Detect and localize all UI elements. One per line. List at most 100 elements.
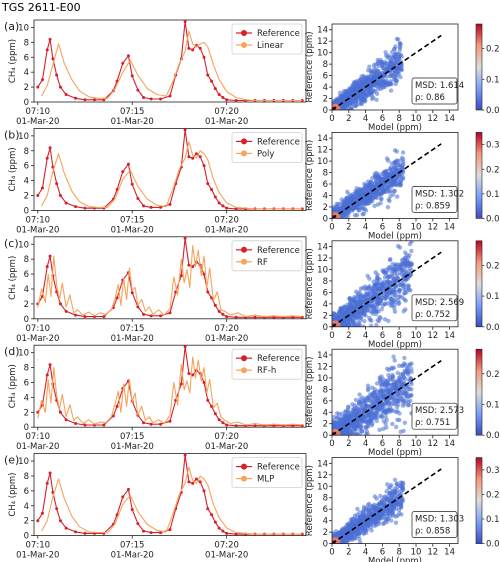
- y-tick-label: 2: [24, 517, 29, 527]
- series-point-reference: [48, 254, 52, 258]
- series-point-reference: [225, 206, 229, 210]
- series-point-reference: [136, 88, 140, 92]
- series-point-reference: [206, 73, 210, 77]
- scatter-point: [394, 36, 400, 42]
- series-point-reference: [225, 423, 229, 427]
- scatter-point: [374, 322, 379, 327]
- scatter-point: [344, 196, 349, 201]
- scatter-point: [363, 201, 368, 207]
- scatter-point: [347, 432, 353, 436]
- scatter-point: [403, 262, 408, 267]
- x-tick-time: 07:20: [214, 107, 239, 117]
- series-point-reference: [221, 421, 225, 425]
- scatter-point: [375, 274, 380, 279]
- scatter-point: [362, 318, 367, 324]
- scatter-point: [407, 253, 412, 258]
- scatter-point: [356, 417, 361, 423]
- scatter-point: [378, 297, 383, 302]
- series-point-reference: [210, 188, 214, 192]
- scatter-point: [369, 309, 375, 315]
- scatter-y-tick-label: 8: [323, 60, 328, 70]
- series-point-reference: [159, 97, 163, 101]
- scatter-x-tick-label: 14: [444, 114, 455, 124]
- scatter-y-tick-label: 8: [323, 385, 328, 395]
- y-axis-label: CH₄ (ppm): [8, 364, 18, 408]
- y-axis-label: CH₄ (ppm): [8, 256, 18, 300]
- scatter-point: [345, 427, 351, 432]
- legend-box: [231, 348, 303, 380]
- metrics-box: [411, 294, 458, 322]
- legend-marker: [241, 367, 247, 374]
- scatter-point: [396, 71, 402, 76]
- panel-letter: (e): [4, 454, 19, 467]
- scatter-point: [395, 370, 400, 376]
- y-tick-label: 8: [24, 364, 29, 374]
- scatter-point: [366, 68, 371, 73]
- scatter-point: [370, 385, 375, 390]
- x-tick-date: 01-Mar-20: [111, 442, 154, 452]
- scatter-point: [334, 207, 339, 213]
- scatter-y-axis-label: Reference (ppm): [305, 357, 315, 428]
- panel-letter: (a): [4, 20, 19, 33]
- series-point-reference: [55, 73, 59, 77]
- scatter-x-tick-label: 12: [427, 439, 438, 449]
- series-point-reference: [142, 96, 146, 100]
- scatter-point: [382, 317, 388, 322]
- x-tick-date: 01-Mar-20: [111, 117, 154, 127]
- scatter-y-tick-label: 4: [323, 191, 328, 201]
- scatter-y-tick-label: 6: [323, 72, 328, 82]
- scatter-y-tick-label: 0: [323, 106, 328, 116]
- scatter-point: [356, 411, 362, 416]
- series-point-reference: [48, 471, 52, 475]
- scatter-point: [385, 482, 390, 487]
- scatter-point: [394, 176, 399, 182]
- series-point-reference: [187, 46, 191, 50]
- series-point-reference: [234, 315, 238, 319]
- y-tick-label: 10: [18, 132, 29, 142]
- scatter-point: [367, 304, 373, 309]
- scatter-point: [400, 176, 405, 182]
- scatter-x-tick-label: 12: [427, 114, 438, 124]
- series-line-rf-h: [37, 356, 303, 426]
- scatter-x-tick-label: 4: [363, 114, 368, 124]
- x-tick-time: 07:15: [120, 541, 145, 551]
- y-tick-label: 0: [24, 532, 29, 542]
- series-point-reference: [191, 373, 195, 377]
- series-point-reference: [300, 532, 304, 536]
- scatter-point: [382, 279, 387, 284]
- scatter-point: [369, 318, 374, 323]
- panel-letter: (b): [4, 128, 20, 141]
- series-point-reference: [74, 205, 78, 209]
- scatter-point: [361, 324, 366, 327]
- scatter-point: [366, 79, 372, 84]
- y-axis-label: CH₄ (ppm): [8, 473, 18, 517]
- series-point-reference: [48, 146, 52, 150]
- scatter-y-tick-label: 0: [323, 214, 328, 224]
- scatter-x-tick-label: 2: [346, 331, 351, 341]
- colorbar-tick-label: 0.0: [486, 106, 500, 116]
- series-line-reference: [37, 129, 303, 210]
- y-tick-label: 10: [18, 23, 29, 33]
- legend-label: Reference: [257, 463, 300, 473]
- series-point-reference: [159, 314, 163, 318]
- x-tick-time: 07:20: [214, 324, 239, 334]
- scatter-point: [395, 194, 400, 199]
- series-point-reference: [142, 529, 146, 533]
- scatter-points: [332, 354, 414, 436]
- scatter-point: [379, 283, 384, 288]
- y-tick-label: 0: [24, 423, 29, 433]
- scatter-point: [388, 58, 394, 63]
- series-point-reference: [300, 99, 304, 103]
- scatter-point: [396, 289, 402, 295]
- scatter-point: [379, 307, 384, 312]
- scatter-point: [339, 433, 344, 436]
- x-tick-time: 07:20: [214, 541, 239, 551]
- colorbar-tick-label: 0.0: [486, 214, 500, 224]
- legend-label: RF-h: [257, 366, 276, 376]
- series-point-reference: [58, 410, 62, 414]
- scatter-frame: [331, 23, 459, 111]
- identity-line: [331, 360, 442, 436]
- scatter-point: [407, 394, 412, 399]
- series-point-reference: [300, 207, 304, 211]
- scatter-x-axis-label: Model (ppm): [368, 231, 422, 241]
